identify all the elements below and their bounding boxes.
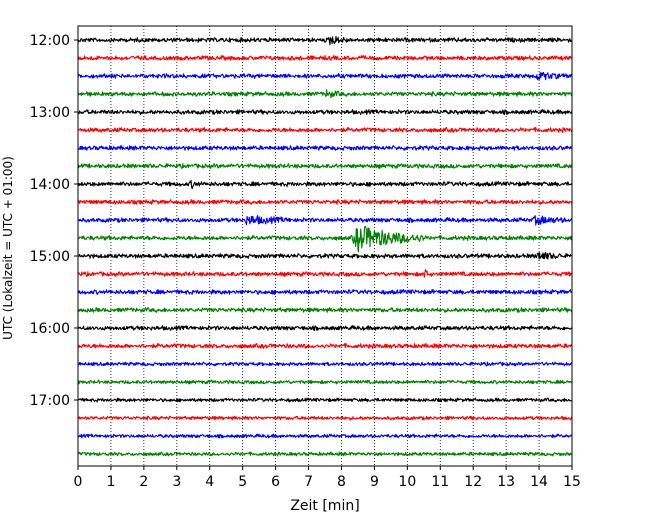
trace-1345	[77, 163, 573, 169]
trace-1500	[77, 251, 573, 260]
x-tick-label: 9	[370, 474, 379, 490]
trace-1600	[77, 325, 573, 332]
x-tick-label: 11	[431, 474, 449, 490]
trace-1630	[77, 361, 573, 367]
y-tick-label: 13:00	[30, 105, 70, 121]
y-tick-label: 15:00	[30, 249, 70, 265]
y-tick-label: 17:00	[30, 393, 70, 409]
plot-frame	[77, 25, 573, 467]
trace-1730	[77, 433, 573, 439]
x-tick-label: 12	[464, 474, 482, 490]
y-tick-label: 12:00	[30, 33, 70, 49]
x-tick-label: 10	[398, 474, 416, 490]
x-tick-label: 15	[563, 474, 581, 490]
trace-1745	[77, 451, 573, 457]
trace-1615	[77, 342, 573, 350]
x-tick-label: 2	[139, 474, 148, 490]
trace-1445	[77, 225, 573, 253]
trace-1200	[77, 35, 573, 46]
trace-1715	[77, 415, 573, 421]
x-tick-label: 5	[238, 474, 247, 490]
trace-1330	[77, 145, 573, 151]
x-tick-label: 6	[271, 474, 280, 490]
y-tick-label: 14:00	[30, 177, 70, 193]
trace-1230	[77, 71, 573, 81]
x-tick-label: 13	[497, 474, 515, 490]
trace-1300	[77, 109, 573, 116]
trace-1215	[77, 54, 573, 61]
trace-1400	[77, 179, 573, 190]
x-axis-label: Zeit [min]	[290, 498, 359, 514]
trace-1545	[77, 307, 573, 313]
y-tick-label: 16:00	[30, 321, 70, 337]
trace-layer	[77, 35, 573, 457]
x-tick-label: 4	[205, 474, 214, 490]
x-tick-label: 7	[304, 474, 313, 490]
trace-1700	[77, 397, 573, 403]
trace-1515	[77, 269, 573, 278]
axes-layer: 0 1 2 3 4 5 6 7 8 9 10 11 12 13 14 1512:0013:0014:0015:…	[30, 25, 581, 490]
grid-layer	[110, 26, 540, 466]
trace-1415	[77, 199, 573, 205]
x-tick-label: 3	[172, 474, 181, 490]
y-axis-label: UTC (Lokalzeit = UTC + 01:00)	[1, 156, 15, 340]
trace-1530	[77, 289, 573, 296]
trace-1315	[77, 126, 573, 133]
x-tick-label: 8	[337, 474, 346, 490]
x-tick-label: 0	[74, 474, 83, 490]
trace-1430	[77, 215, 573, 226]
x-tick-label: 1	[106, 474, 115, 490]
trace-1245	[77, 89, 573, 99]
x-tick-label: 14	[530, 474, 548, 490]
trace-1645	[77, 379, 573, 385]
